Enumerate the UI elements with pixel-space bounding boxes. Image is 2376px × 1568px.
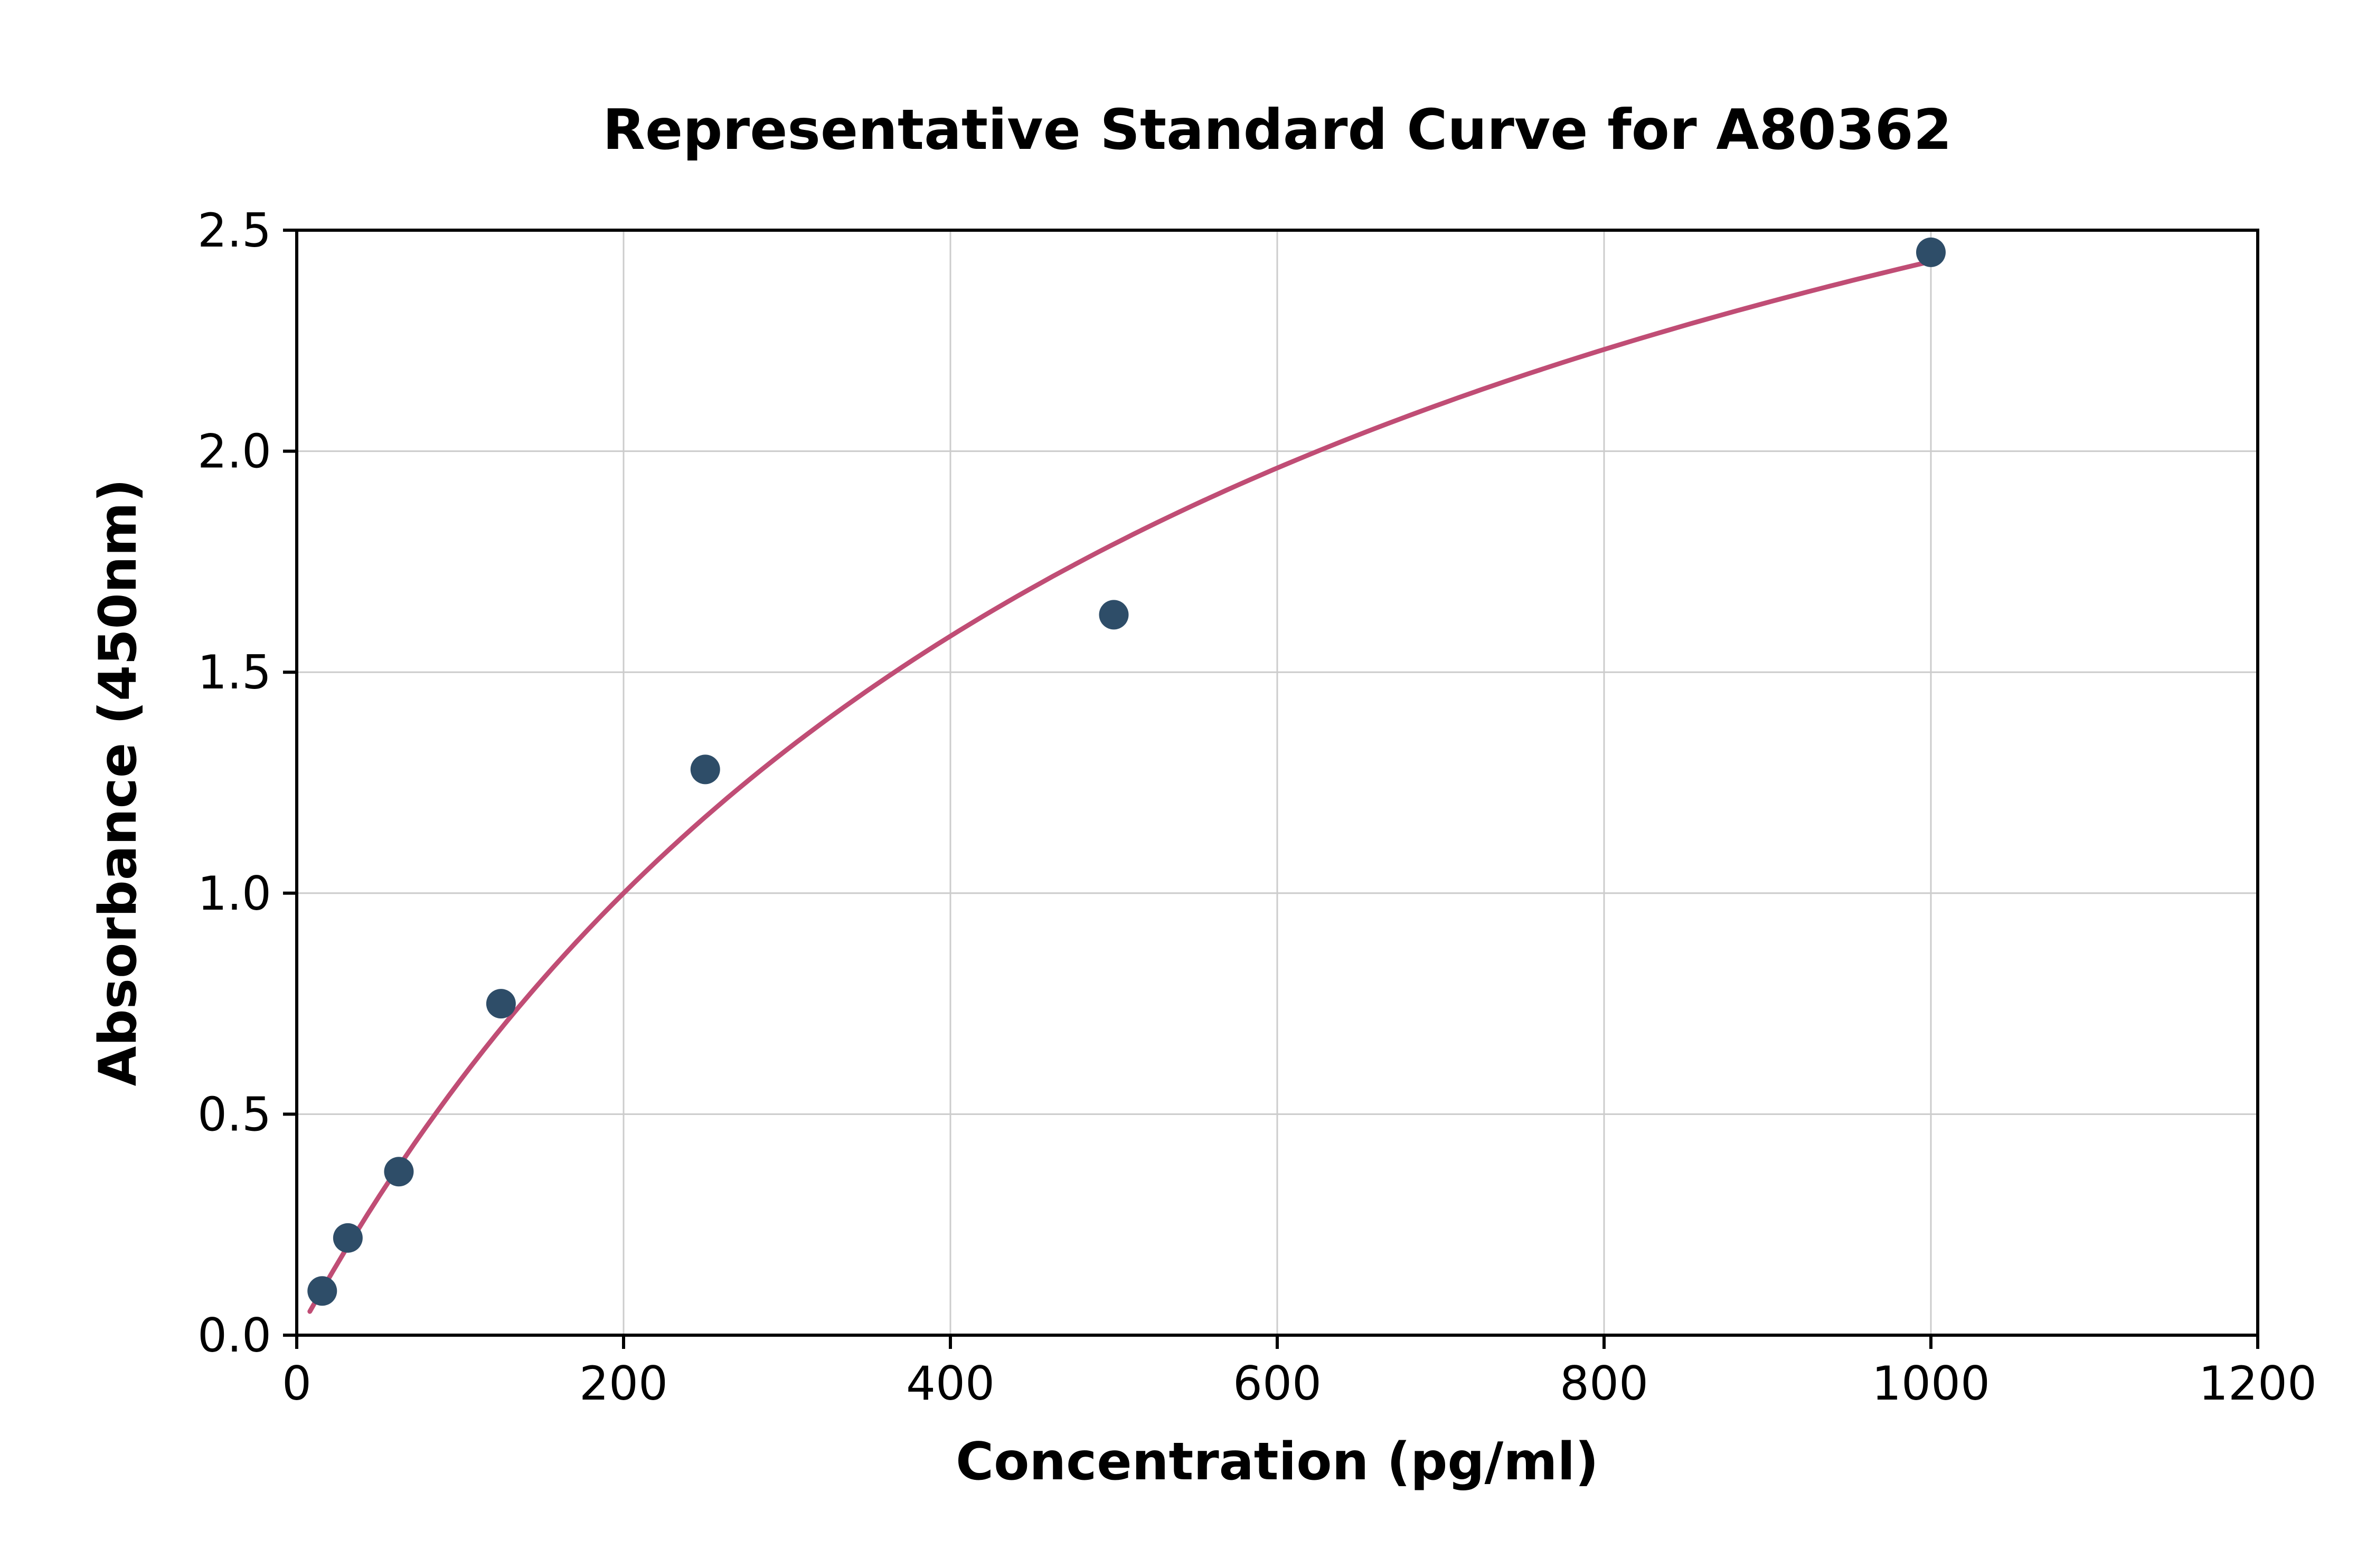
y-tick-label: 2.0 xyxy=(197,424,271,479)
x-tick-label: 0 xyxy=(282,1356,312,1411)
chart-title: Representative Standard Curve for A80362 xyxy=(602,98,1952,162)
data-point xyxy=(384,1157,414,1187)
y-tick-label: 1.5 xyxy=(197,645,271,700)
x-tick-label: 1000 xyxy=(1872,1356,1990,1411)
y-axis-label: Absorbance (450nm) xyxy=(88,478,148,1087)
x-tick-label: 800 xyxy=(1560,1356,1648,1411)
y-tick-label: 1.0 xyxy=(197,866,271,921)
data-point xyxy=(486,989,516,1019)
x-tick-label: 200 xyxy=(579,1356,668,1411)
data-point xyxy=(307,1276,337,1306)
y-tick-label: 0.5 xyxy=(197,1087,271,1141)
data-point xyxy=(1916,237,1946,267)
x-tick-label: 1200 xyxy=(2199,1356,2317,1411)
data-point xyxy=(690,754,720,785)
data-point xyxy=(1099,600,1129,630)
x-axis-label: Concentration (pg/ml) xyxy=(956,1432,1599,1492)
fit-curve xyxy=(307,258,1937,1314)
data-point xyxy=(333,1223,363,1253)
y-tick-label: 2.5 xyxy=(197,203,271,258)
y-tick-label: 0.0 xyxy=(197,1308,271,1363)
x-tick-label: 400 xyxy=(906,1356,995,1411)
x-tick-label: 600 xyxy=(1233,1356,1322,1411)
